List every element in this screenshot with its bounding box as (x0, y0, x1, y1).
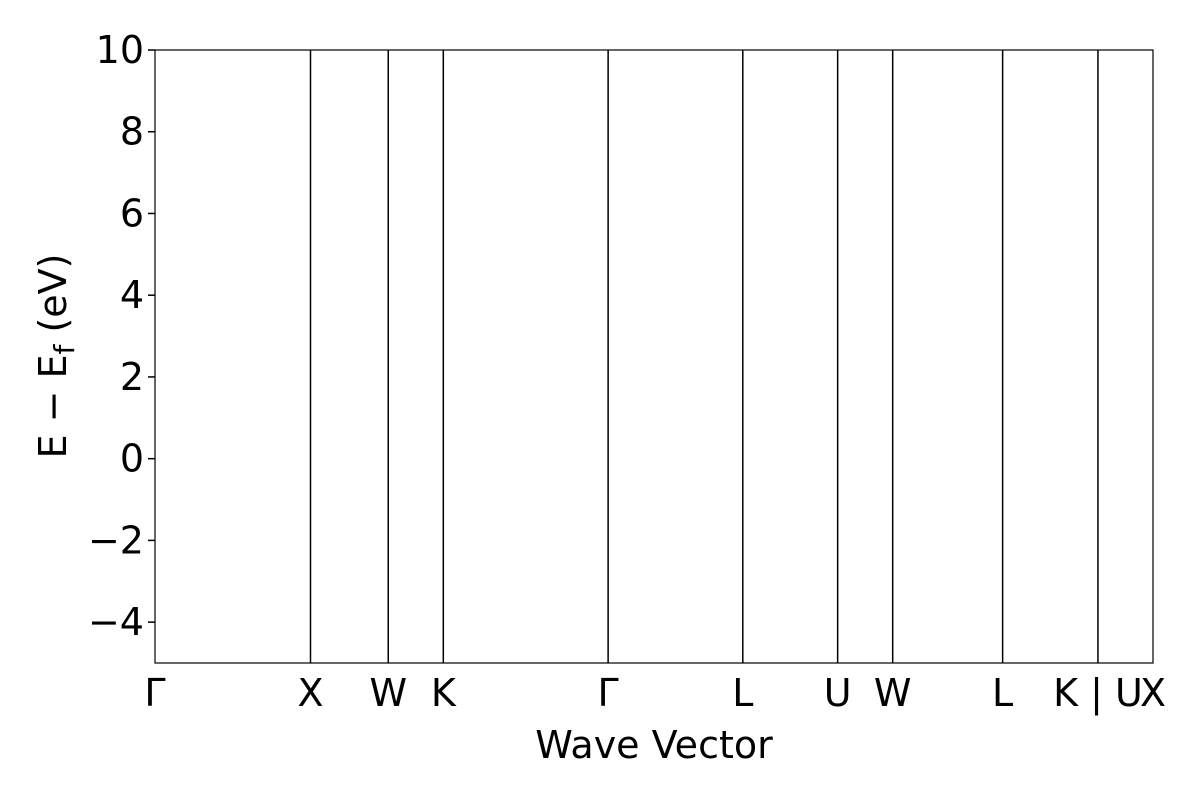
y-axis-label-unit: (eV) (31, 254, 75, 345)
y-axis-label-sub: f (48, 343, 81, 354)
x-tick-label-6: U (824, 671, 852, 715)
high-symmetry-lines (309, 50, 1099, 663)
y-tick-label-5: 6 (120, 191, 144, 235)
y-axis-label: E − Ef (eV) (31, 254, 81, 459)
x-tick-label-10: X (1140, 671, 1166, 715)
x-tick-label-2: W (369, 671, 407, 715)
y-tick-label-2: 0 (120, 437, 144, 481)
x-tick-label-0: Γ (144, 671, 165, 715)
x-tick-label-8: L (992, 671, 1013, 715)
y-tick-label-4: 4 (120, 273, 144, 317)
y-tick-label-1: −2 (88, 518, 144, 562)
x-axis-label: Wave Vector (535, 723, 773, 767)
x-tick-label-9: K | U (1053, 671, 1143, 716)
y-axis-label-main: E − E (31, 354, 75, 458)
y-tick-label-7: 10 (96, 28, 144, 72)
y-tick-label-6: 8 (120, 110, 144, 154)
x-tick-label-1: X (297, 671, 323, 715)
x-tick-label-7: W (874, 671, 912, 715)
y-tick-label-0: −4 (88, 600, 144, 644)
x-tick-label-3: K (431, 671, 457, 715)
x-tick-label-4: Γ (598, 671, 619, 715)
y-axis-ticks: −4 −2 0 2 4 6 8 10 (88, 28, 155, 644)
y-tick-label-3: 2 (120, 355, 144, 399)
svg-text:E − Ef (eV): E − Ef (eV) (31, 254, 81, 459)
x-tick-label-5: L (732, 671, 753, 715)
plot-frame (154, 49, 1154, 664)
